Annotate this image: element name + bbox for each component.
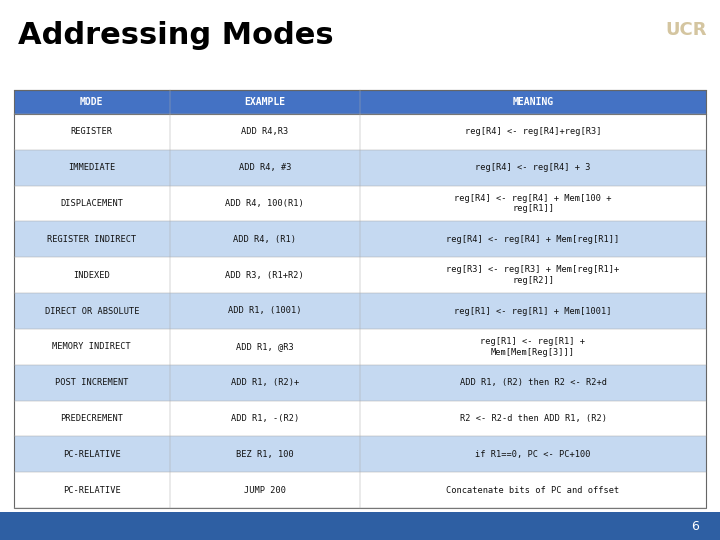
Text: ADD R1, (1001): ADD R1, (1001) — [228, 307, 302, 315]
Bar — [14, 401, 706, 436]
Text: EXAMPLE: EXAMPLE — [244, 97, 285, 107]
Bar — [14, 90, 706, 508]
Text: POST INCREMENT: POST INCREMENT — [55, 378, 129, 387]
Text: ADD R4,R3: ADD R4,R3 — [241, 127, 289, 137]
Text: REGISTER: REGISTER — [71, 127, 113, 137]
Text: reg[R1] <- reg[R1] + Mem[1001]: reg[R1] <- reg[R1] + Mem[1001] — [454, 307, 612, 315]
Text: ADD R1, (R2) then R2 <- R2+d: ADD R1, (R2) then R2 <- R2+d — [459, 378, 606, 387]
Bar — [14, 364, 706, 401]
Text: BEZ R1, 100: BEZ R1, 100 — [236, 450, 294, 459]
Text: UCR: UCR — [665, 21, 707, 39]
Text: MODE: MODE — [80, 97, 104, 107]
Text: Concatenate bits of PC and offset: Concatenate bits of PC and offset — [446, 485, 620, 495]
Bar — [14, 221, 706, 257]
Text: Addressing Modes: Addressing Modes — [18, 21, 333, 50]
Bar — [14, 90, 706, 114]
Bar — [14, 472, 706, 508]
Text: JUMP 200: JUMP 200 — [244, 485, 286, 495]
Text: ADD R4, (R1): ADD R4, (R1) — [233, 235, 297, 244]
Text: reg[R1] <- reg[R1] +
Mem[Mem[Reg[3]]]: reg[R1] <- reg[R1] + Mem[Mem[Reg[3]]] — [480, 337, 585, 357]
Bar — [14, 150, 706, 186]
Text: R2 <- R2-d then ADD R1, (R2): R2 <- R2-d then ADD R1, (R2) — [459, 414, 606, 423]
Text: reg[R4] <- reg[R4] + Mem[100 +
reg[R1]]: reg[R4] <- reg[R4] + Mem[100 + reg[R1]] — [454, 194, 612, 213]
Bar — [14, 186, 706, 221]
Text: if R1==0, PC <- PC+100: if R1==0, PC <- PC+100 — [475, 450, 590, 459]
Text: reg[R4] <- reg[R4]+reg[R3]: reg[R4] <- reg[R4]+reg[R3] — [464, 127, 601, 137]
Text: ADD R3, (R1+R2): ADD R3, (R1+R2) — [225, 271, 305, 280]
Text: PC-RELATIVE: PC-RELATIVE — [63, 450, 121, 459]
Text: IMMEDIATE: IMMEDIATE — [68, 163, 115, 172]
Text: reg[R4] <- reg[R4] + 3: reg[R4] <- reg[R4] + 3 — [475, 163, 590, 172]
Text: reg[R4] <- reg[R4] + Mem[reg[R1]]: reg[R4] <- reg[R4] + Mem[reg[R1]] — [446, 235, 620, 244]
Text: ADD R4, 100(R1): ADD R4, 100(R1) — [225, 199, 305, 208]
Bar — [0, 512, 720, 540]
Bar — [14, 257, 706, 293]
Text: MEANING: MEANING — [513, 97, 554, 107]
Text: DIRECT OR ABSOLUTE: DIRECT OR ABSOLUTE — [45, 307, 139, 315]
Text: ADD R4, #3: ADD R4, #3 — [238, 163, 291, 172]
Bar — [14, 329, 706, 365]
Text: REGISTER INDIRECT: REGISTER INDIRECT — [48, 235, 137, 244]
Text: reg[R3] <- reg[R3] + Mem[reg[R1]+
reg[R2]]: reg[R3] <- reg[R3] + Mem[reg[R1]+ reg[R2… — [446, 265, 620, 285]
Bar — [14, 293, 706, 329]
Text: ADD R1, (R2)+: ADD R1, (R2)+ — [230, 378, 299, 387]
Text: ADD R1, @R3: ADD R1, @R3 — [236, 342, 294, 352]
Text: ADD R1, -(R2): ADD R1, -(R2) — [230, 414, 299, 423]
Text: DISPLACEMENT: DISPLACEMENT — [60, 199, 123, 208]
Text: MEMORY INDIRECT: MEMORY INDIRECT — [53, 342, 131, 352]
Text: PREDECREMENT: PREDECREMENT — [60, 414, 123, 423]
Text: 6: 6 — [691, 519, 699, 532]
Text: PC-RELATIVE: PC-RELATIVE — [63, 485, 121, 495]
Text: INDEXED: INDEXED — [73, 271, 110, 280]
Bar — [14, 436, 706, 472]
Bar — [14, 114, 706, 150]
